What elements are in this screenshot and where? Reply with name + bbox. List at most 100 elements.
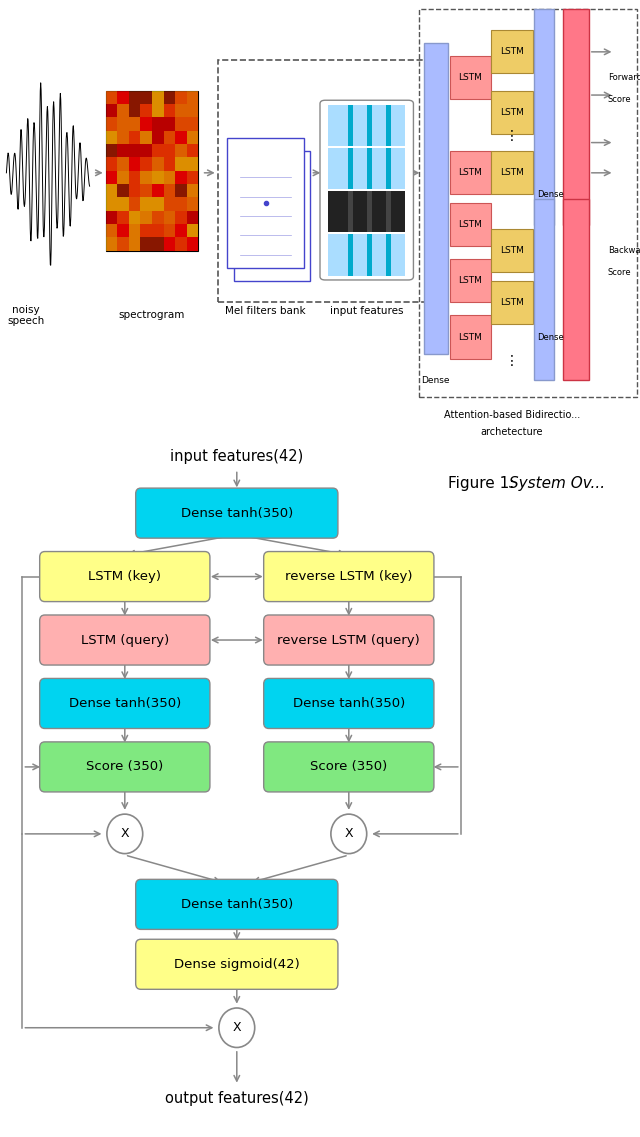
Text: Backward: Backward	[608, 246, 640, 255]
Bar	[117, 131, 129, 144]
FancyBboxPatch shape	[40, 551, 210, 601]
Text: Dense tanh(350): Dense tanh(350)	[180, 507, 293, 520]
Circle shape	[107, 814, 143, 854]
Bar	[117, 184, 129, 198]
FancyBboxPatch shape	[563, 199, 589, 380]
Text: Score: Score	[608, 94, 632, 103]
FancyBboxPatch shape	[136, 939, 338, 989]
Text: Attention-based Bidirectio...: Attention-based Bidirectio...	[444, 409, 580, 420]
Bar	[175, 157, 187, 171]
Bar	[152, 184, 164, 198]
Bar	[129, 131, 140, 144]
Bar	[106, 224, 117, 238]
FancyBboxPatch shape	[450, 259, 492, 302]
FancyBboxPatch shape	[348, 105, 353, 146]
Bar	[187, 117, 198, 131]
Bar	[129, 224, 140, 238]
Bar	[164, 117, 175, 131]
FancyBboxPatch shape	[328, 148, 405, 189]
FancyBboxPatch shape	[492, 31, 532, 74]
Text: Dense tanh(350): Dense tanh(350)	[180, 898, 293, 911]
FancyBboxPatch shape	[450, 315, 492, 358]
FancyBboxPatch shape	[386, 191, 391, 232]
Text: Dense tanh(350): Dense tanh(350)	[68, 697, 181, 709]
Bar	[164, 198, 175, 210]
Bar	[106, 144, 117, 157]
FancyBboxPatch shape	[492, 91, 532, 134]
Bar	[175, 184, 187, 198]
Bar	[175, 224, 187, 238]
FancyBboxPatch shape	[534, 9, 554, 225]
Bar	[175, 198, 187, 210]
Bar	[140, 238, 152, 250]
FancyBboxPatch shape	[367, 191, 372, 232]
FancyBboxPatch shape	[328, 191, 405, 232]
Bar	[117, 210, 129, 224]
Bar	[152, 131, 164, 144]
Bar	[164, 105, 175, 117]
Bar	[117, 171, 129, 184]
Text: X: X	[232, 1021, 241, 1035]
FancyBboxPatch shape	[328, 234, 405, 275]
Bar	[106, 238, 117, 250]
Bar	[129, 198, 140, 210]
Bar	[187, 131, 198, 144]
Circle shape	[219, 1009, 255, 1047]
Text: System Ov...: System Ov...	[509, 476, 605, 491]
Bar	[129, 91, 140, 105]
Text: Score (350): Score (350)	[310, 761, 387, 773]
Bar	[106, 184, 117, 198]
Text: LSTM: LSTM	[500, 246, 524, 255]
Bar	[140, 117, 152, 131]
Bar	[140, 224, 152, 238]
FancyBboxPatch shape	[348, 191, 353, 232]
Bar	[117, 105, 129, 117]
Bar	[117, 157, 129, 171]
Text: LSTM: LSTM	[500, 168, 524, 177]
Bar	[164, 224, 175, 238]
FancyBboxPatch shape	[264, 679, 434, 729]
Bar	[187, 91, 198, 105]
Bar	[140, 157, 152, 171]
Circle shape	[331, 814, 367, 854]
Bar	[117, 238, 129, 250]
FancyBboxPatch shape	[348, 148, 353, 189]
Bar	[164, 157, 175, 171]
Text: LSTM: LSTM	[500, 48, 524, 57]
Bar	[175, 105, 187, 117]
Bar	[152, 105, 164, 117]
FancyBboxPatch shape	[492, 151, 532, 194]
Text: reverse LSTM (key): reverse LSTM (key)	[285, 570, 413, 583]
Bar	[117, 224, 129, 238]
Text: LSTM (query): LSTM (query)	[81, 633, 169, 647]
Bar	[152, 117, 164, 131]
Bar	[129, 171, 140, 184]
Bar	[152, 238, 164, 250]
FancyBboxPatch shape	[136, 879, 338, 929]
FancyBboxPatch shape	[492, 229, 532, 272]
Bar	[187, 171, 198, 184]
Bar	[140, 91, 152, 105]
Bar	[175, 131, 187, 144]
Bar	[140, 184, 152, 198]
Text: Dense tanh(350): Dense tanh(350)	[292, 697, 405, 709]
Text: Score (350): Score (350)	[86, 761, 163, 773]
Text: Forward: Forward	[608, 73, 640, 82]
Text: output features(42): output features(42)	[165, 1090, 308, 1105]
Bar	[187, 157, 198, 171]
FancyBboxPatch shape	[40, 741, 210, 792]
FancyBboxPatch shape	[264, 551, 434, 601]
Bar	[187, 105, 198, 117]
Text: Mel filters bank: Mel filters bank	[225, 306, 306, 316]
Bar	[164, 184, 175, 198]
Bar	[140, 105, 152, 117]
Bar	[129, 117, 140, 131]
Bar	[164, 144, 175, 157]
Text: Dense: Dense	[538, 332, 564, 341]
Bar	[175, 238, 187, 250]
Bar	[140, 171, 152, 184]
Text: LSTM: LSTM	[500, 108, 524, 117]
Text: LSTM: LSTM	[458, 276, 483, 285]
Bar	[117, 198, 129, 210]
Bar	[106, 91, 117, 105]
